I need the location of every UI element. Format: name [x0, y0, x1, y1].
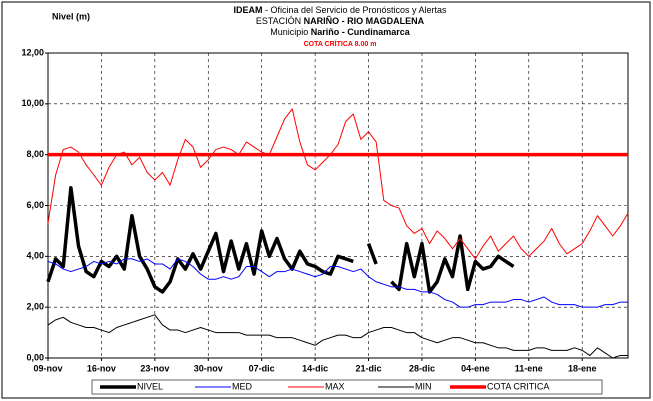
legend-label: COTA CRITICA: [487, 381, 549, 391]
x-tick-label: 11-ene: [515, 363, 543, 373]
title-part: - Oficina del Servicio de Pronósticos y …: [262, 5, 447, 15]
y-tick-label: 8,00: [26, 149, 44, 159]
title-line: Municipio Nariño - Cundinamarca: [270, 27, 411, 37]
y-axis-label: Nivel (m): [52, 11, 90, 21]
y-tick-label: 0,00: [26, 352, 44, 362]
x-tick-label: 18-ene: [568, 363, 597, 373]
series-line: [47, 108, 629, 260]
legend-box: [91, 379, 603, 395]
y-tick-label: 4,00: [26, 251, 44, 261]
series-line: [47, 258, 628, 308]
series-line: [47, 314, 628, 359]
title-part: ESTACIÓN: [256, 16, 304, 26]
legend-label: MED: [232, 381, 253, 391]
x-tick-label: 04-ene: [461, 363, 490, 373]
title-line: IDEAM - Oficina del Servicio de Pronósti…: [233, 5, 447, 15]
y-tick-label: 6,00: [26, 200, 44, 210]
x-tick-label: 28-dic: [409, 363, 435, 373]
legend-label: MAX: [325, 381, 345, 391]
y-tick-label: 2,00: [26, 302, 44, 312]
x-tick-label: 09-nov: [33, 363, 62, 373]
title-line: ESTACIÓN NARIÑO - RIO MAGDALENA: [256, 16, 425, 26]
y-tick-label: 10,00: [21, 98, 44, 108]
title-part: IDEAM: [233, 5, 262, 15]
x-tick-label: 14-dic: [302, 363, 328, 373]
series-line: [46, 185, 515, 294]
x-tick-label: 07-dic: [249, 363, 275, 373]
title-part: NARIÑO - RIO MAGDALENA: [304, 16, 425, 26]
legend-label: MIN: [415, 381, 432, 391]
title-part: Nariño - Cundinamarca: [311, 27, 411, 37]
y-tick-label: 12,00: [21, 47, 44, 57]
x-tick-label: 16-nov: [87, 363, 116, 373]
legend-label: NIVEL: [137, 381, 163, 391]
annotation: COTA CRÍTICA 8.00 m: [304, 39, 377, 48]
x-tick-label: 23-nov: [140, 363, 169, 373]
title-part: Municipio: [270, 27, 311, 37]
x-tick-label: 30-nov: [194, 363, 223, 373]
x-tick-label: 21-dic: [356, 363, 382, 373]
